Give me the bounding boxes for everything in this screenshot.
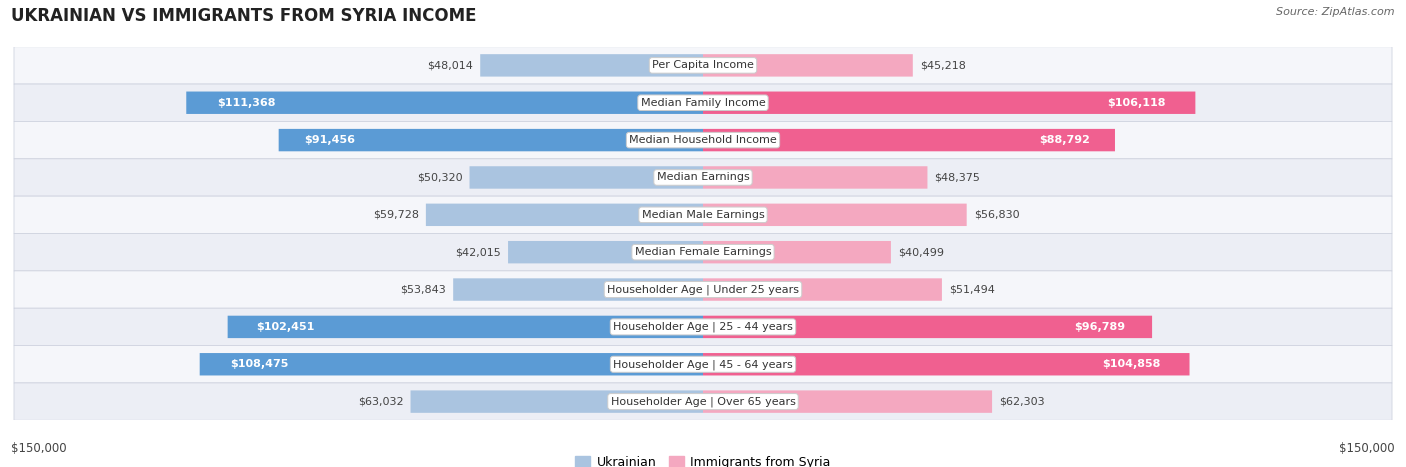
FancyBboxPatch shape <box>411 390 703 413</box>
FancyBboxPatch shape <box>14 271 1392 308</box>
FancyBboxPatch shape <box>703 92 1195 114</box>
Text: $150,000: $150,000 <box>11 442 67 455</box>
FancyBboxPatch shape <box>14 308 1392 346</box>
FancyBboxPatch shape <box>14 196 1392 234</box>
FancyBboxPatch shape <box>703 353 1189 375</box>
FancyBboxPatch shape <box>278 129 703 151</box>
Text: $53,843: $53,843 <box>401 284 446 295</box>
FancyBboxPatch shape <box>703 278 942 301</box>
FancyBboxPatch shape <box>14 121 1392 159</box>
FancyBboxPatch shape <box>14 234 1392 271</box>
Text: $48,014: $48,014 <box>427 60 474 71</box>
Legend: Ukrainian, Immigrants from Syria: Ukrainian, Immigrants from Syria <box>571 451 835 467</box>
Text: Householder Age | 45 - 64 years: Householder Age | 45 - 64 years <box>613 359 793 369</box>
Text: Source: ZipAtlas.com: Source: ZipAtlas.com <box>1277 7 1395 17</box>
Text: UKRAINIAN VS IMMIGRANTS FROM SYRIA INCOME: UKRAINIAN VS IMMIGRANTS FROM SYRIA INCOM… <box>11 7 477 25</box>
FancyBboxPatch shape <box>703 390 993 413</box>
Text: $56,830: $56,830 <box>973 210 1019 220</box>
FancyBboxPatch shape <box>186 92 703 114</box>
Text: $63,032: $63,032 <box>359 396 404 407</box>
Text: $59,728: $59,728 <box>373 210 419 220</box>
Text: Per Capita Income: Per Capita Income <box>652 60 754 71</box>
Text: $51,494: $51,494 <box>949 284 995 295</box>
Text: $111,368: $111,368 <box>218 98 276 108</box>
FancyBboxPatch shape <box>703 241 891 263</box>
Text: $106,118: $106,118 <box>1108 98 1166 108</box>
FancyBboxPatch shape <box>200 353 703 375</box>
FancyBboxPatch shape <box>703 54 912 77</box>
FancyBboxPatch shape <box>703 316 1152 338</box>
Text: $150,000: $150,000 <box>1339 442 1395 455</box>
Text: Median Earnings: Median Earnings <box>657 172 749 183</box>
Text: $42,015: $42,015 <box>456 247 501 257</box>
FancyBboxPatch shape <box>14 383 1392 420</box>
Text: Median Male Earnings: Median Male Earnings <box>641 210 765 220</box>
FancyBboxPatch shape <box>426 204 703 226</box>
Text: $88,792: $88,792 <box>1039 135 1090 145</box>
Text: Householder Age | 25 - 44 years: Householder Age | 25 - 44 years <box>613 322 793 332</box>
FancyBboxPatch shape <box>14 84 1392 121</box>
FancyBboxPatch shape <box>470 166 703 189</box>
FancyBboxPatch shape <box>14 47 1392 84</box>
Text: $40,499: $40,499 <box>898 247 943 257</box>
Text: $102,451: $102,451 <box>256 322 315 332</box>
FancyBboxPatch shape <box>14 159 1392 196</box>
Text: $45,218: $45,218 <box>920 60 966 71</box>
Text: $50,320: $50,320 <box>418 172 463 183</box>
FancyBboxPatch shape <box>703 204 967 226</box>
Text: $108,475: $108,475 <box>231 359 288 369</box>
FancyBboxPatch shape <box>703 166 928 189</box>
FancyBboxPatch shape <box>703 129 1115 151</box>
FancyBboxPatch shape <box>508 241 703 263</box>
Text: Householder Age | Under 25 years: Householder Age | Under 25 years <box>607 284 799 295</box>
Text: Householder Age | Over 65 years: Householder Age | Over 65 years <box>610 396 796 407</box>
Text: $91,456: $91,456 <box>304 135 356 145</box>
Text: Median Family Income: Median Family Income <box>641 98 765 108</box>
Text: Median Female Earnings: Median Female Earnings <box>634 247 772 257</box>
FancyBboxPatch shape <box>481 54 703 77</box>
Text: $48,375: $48,375 <box>935 172 980 183</box>
Text: Median Household Income: Median Household Income <box>628 135 778 145</box>
Text: $96,789: $96,789 <box>1074 322 1125 332</box>
FancyBboxPatch shape <box>453 278 703 301</box>
Text: $104,858: $104,858 <box>1102 359 1160 369</box>
Text: $62,303: $62,303 <box>1000 396 1045 407</box>
FancyBboxPatch shape <box>228 316 703 338</box>
FancyBboxPatch shape <box>14 346 1392 383</box>
